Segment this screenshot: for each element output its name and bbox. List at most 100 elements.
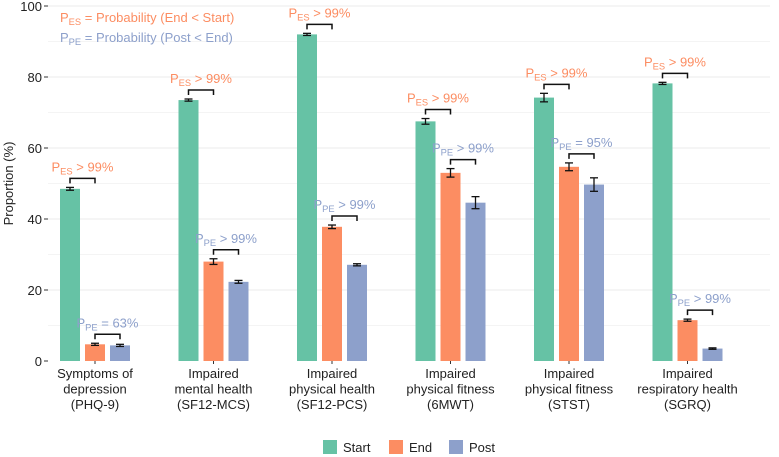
es-label-p: P [170,71,179,86]
x-tick-label: (SF12-PCS) [297,397,368,412]
es-label: PES > 99% [644,54,706,71]
es-bracket [306,23,333,30]
bar-end [203,261,224,361]
pe-label-p: P [551,135,560,150]
es-label-text: > 99% [665,54,706,69]
pe-label: PPE > 99% [669,291,731,308]
pe-label-sub: PE [441,148,453,158]
legend-swatch-post [449,440,463,454]
bar-start [60,188,80,361]
y-tick-label: 20 [28,283,42,298]
x-tick-label: Impaired [662,366,713,381]
pe-label: PPE = 63% [77,315,139,332]
bar-start [534,97,554,361]
x-tick-label: (6MWT) [427,397,474,412]
pe-bracket [212,249,240,255]
legend-es-text: = Probability (End < Start) [81,10,234,25]
es-bracket [661,72,689,79]
es-label-p: P [52,159,61,174]
es-label: PES > 99% [289,5,351,22]
es-label-sub: ES [653,61,665,71]
es-label-p: P [289,5,298,20]
pe-label-p: P [669,291,678,306]
y-axis-label: Proportion (%) [1,142,16,226]
x-tick-label: (SF12-MCS) [177,397,250,412]
y-tick-label: 40 [28,212,42,227]
bar-end [559,166,579,361]
pe-label-sub: PE [559,142,571,152]
x-tick-label: Symptoms of [57,366,133,381]
y-tick-label: 100 [20,0,42,14]
y-tick-label: 60 [28,141,42,156]
pe-label-sub: PE [85,322,97,332]
x-tick-label: physical health [289,382,375,397]
es-label-sub: ES [179,78,191,88]
es-label-text: > 99% [191,71,232,86]
es-bracket [543,83,570,90]
es-label: PES > 99% [407,91,469,108]
pe-bracket [449,158,477,165]
legend: Start End Post [323,440,495,455]
es-label: PES > 99% [52,159,114,176]
bar-start [297,34,317,362]
es-label-sub: ES [534,72,546,82]
legend-label-start: Start [343,440,371,455]
y-tick-label: 0 [35,354,42,369]
es-label-text: > 99% [73,159,114,174]
x-tick-label: Impaired [188,366,239,381]
legend-swatch-start [323,440,337,454]
bar-start [652,83,673,361]
bar-post [228,281,249,361]
x-tick-label: respiratory health [637,382,737,397]
legend-es-p: P [60,10,69,25]
es-label-text: > 99% [428,91,469,106]
bar-post [110,345,130,361]
bar-end [322,226,342,361]
x-tick-label: (SGRQ) [664,397,711,412]
gridlines [48,5,770,326]
pe-label-p: P [314,197,323,212]
pe-label-text: > 99% [453,141,494,156]
pe-label-sub: PE [678,298,690,308]
bar-end [85,344,105,361]
es-label-text: > 99% [547,65,588,80]
x-tick-label: depression [63,382,127,397]
legend-es: PES = Probability (End < Start) [60,10,234,27]
pe-label-text: > 99% [335,197,376,212]
es-label-sub: ES [416,98,428,108]
y-tick-label: 80 [28,70,42,85]
bar-start [415,121,436,361]
probability-legend: PES = Probability (End < Start) PPE = Pro… [60,10,234,47]
pe-label-text: > 99% [690,291,731,306]
legend-pe: PPE = Probability (Post < End) [60,30,233,47]
legend-label-end: End [409,440,432,455]
es-label-sub: ES [60,166,72,176]
bars [60,32,723,362]
legend-es-sub: ES [69,17,81,27]
bar-end [677,320,698,361]
pe-label-text: = 63% [98,315,139,330]
pe-label-text: > 99% [216,231,257,246]
pe-label-sub: PE [322,204,334,214]
bar-end [440,172,461,361]
pe-label-p: P [195,231,204,246]
pe-label-p: P [432,141,441,156]
bar-start [178,100,199,361]
es-label: PES > 99% [170,71,232,88]
pe-bracket [331,215,358,222]
annotations: PES > 99%PPE = 63%PES > 99%PPE > 99%PES … [52,5,731,340]
x-tick-label: physical fitness [525,382,614,397]
pe-bracket [568,153,595,159]
pe-bracket [686,309,714,316]
es-label-text: > 99% [310,5,351,20]
x-tick-label: Impaired [425,366,476,381]
x-tick-label: (PHQ-9) [71,397,119,412]
es-bracket [424,108,452,115]
pe-label: PPE > 99% [195,231,257,248]
legend-swatch-end [389,440,403,454]
bar-post [347,264,367,361]
legend-pe-text: = Probability (Post < End) [81,30,233,45]
pe-label-sub: PE [204,238,216,248]
es-label-p: P [407,91,416,106]
